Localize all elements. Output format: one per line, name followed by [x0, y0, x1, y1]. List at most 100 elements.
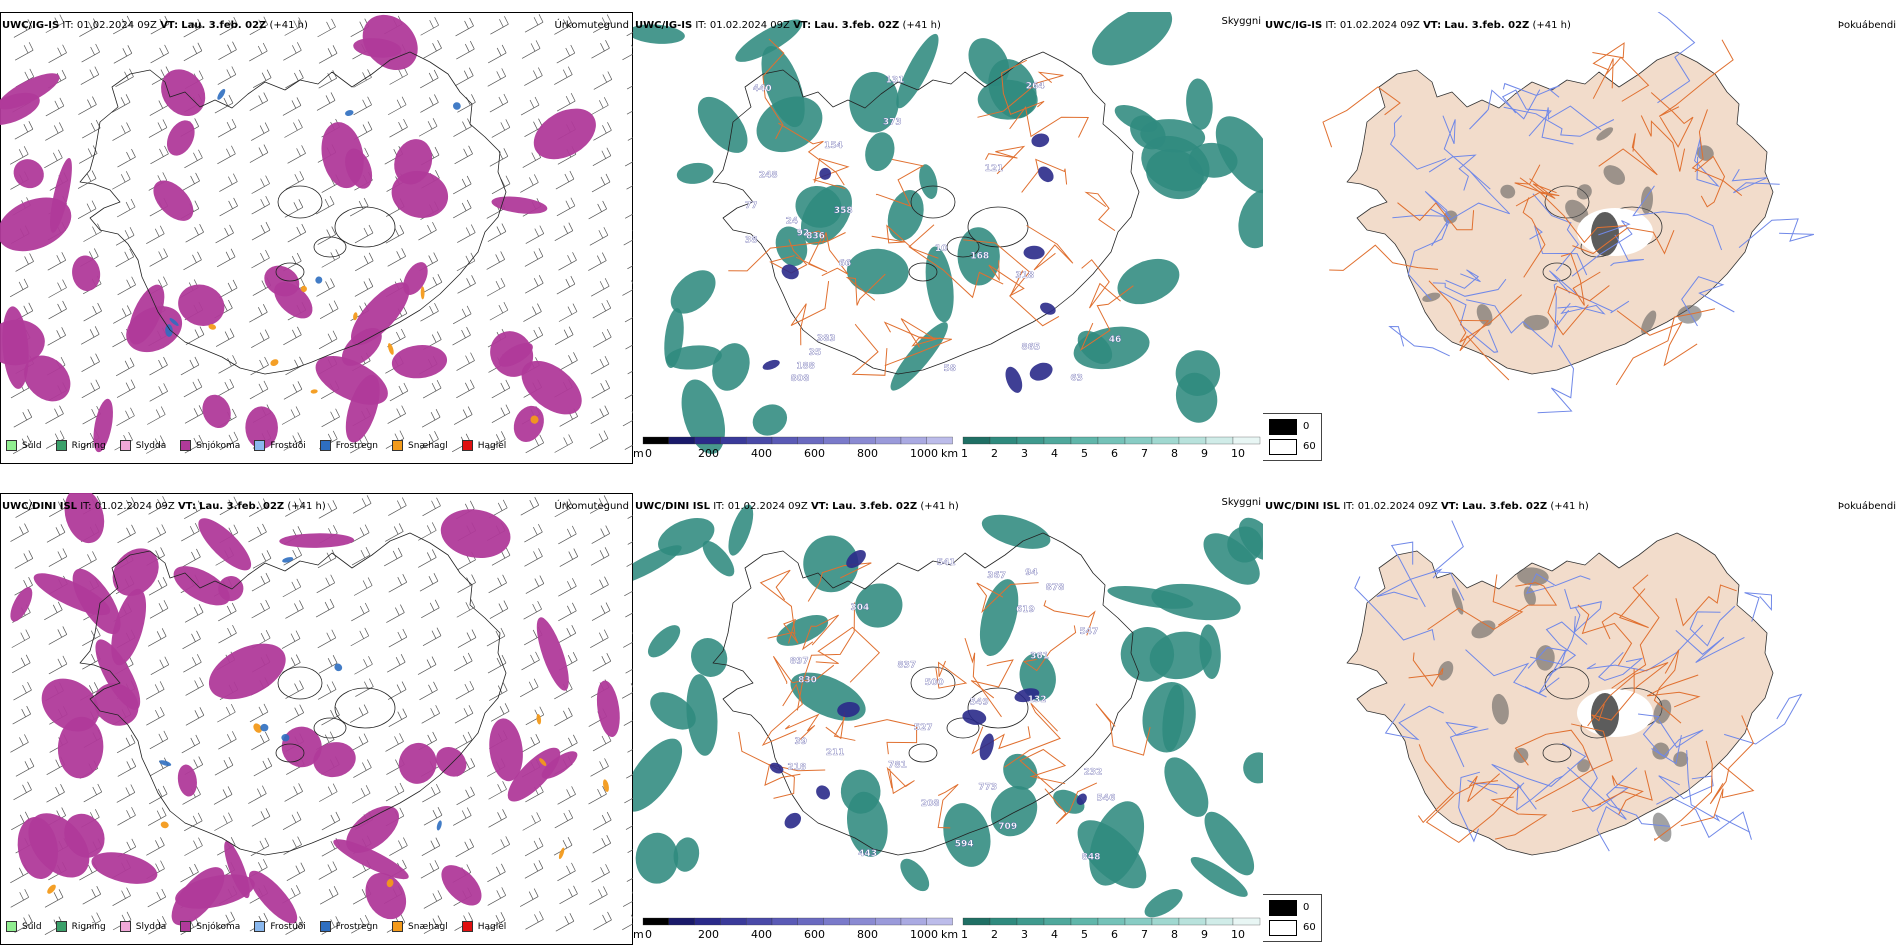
- legend-item: Haglél: [461, 440, 506, 451]
- cloud-base-label: 131: [886, 75, 905, 85]
- cloud-base-label: 218: [787, 762, 806, 772]
- visibility-areas: [633, 504, 1263, 918]
- cloud-base-label: 35: [809, 348, 822, 358]
- cloud-base-label: 208: [921, 799, 940, 809]
- precip-panel-dini: UWC/DINI ISL IT: 01.02.2024 09Z VT: Lau.…: [0, 493, 633, 945]
- fog-areas: [1422, 127, 1714, 335]
- cloud-base-label: 38: [745, 236, 758, 246]
- cloud-base-label: 77: [745, 201, 758, 211]
- cloud-base-label: 709: [998, 822, 1017, 832]
- cloud-base-label: 897: [790, 656, 809, 666]
- cloud-base-label: 527: [914, 723, 933, 733]
- fog-legend-white: [1269, 920, 1297, 936]
- cloud-base-label: 39: [795, 737, 808, 747]
- fog-legend-label: 0: [1303, 421, 1310, 432]
- colorbar-tick: 2: [991, 928, 998, 941]
- cloud-base-areas: [769, 550, 1087, 829]
- colorbar-tick: 1000: [910, 447, 938, 460]
- fog-legend: 0 60: [1263, 894, 1322, 942]
- colorbar-unit: km: [941, 928, 959, 941]
- fog-legend-label: 60: [1303, 441, 1316, 452]
- river-network: [1388, 12, 1815, 414]
- colorbar-tick: 7: [1141, 928, 1148, 941]
- colorbar-tick: 3: [1021, 928, 1028, 941]
- cloud-base-label: 24: [786, 216, 799, 226]
- colorbar-graphic: [642, 917, 1261, 926]
- colorbar: m 0 200 400 600 800 1000 km 1 2 3 4 5 6 7 8 9 10: [633, 916, 1263, 945]
- iceland-coastline: [79, 532, 507, 856]
- cloud-base-label: 63: [1070, 374, 1083, 384]
- cloud-base-labels: 35 58 358 10 248 383 318 154 66 92 131 264 24 63 77 46 3…: [745, 75, 1122, 384]
- colorbar-unit: m: [633, 447, 644, 460]
- colorbar-tick: 600: [804, 447, 825, 460]
- legend-item: Snjókoma: [180, 921, 240, 932]
- colorbar-tick: 9: [1201, 928, 1208, 941]
- cloud-base-label: 619: [1016, 605, 1035, 615]
- colorbar-unit: km: [941, 447, 959, 460]
- cloud-base-label: 121: [985, 164, 1004, 174]
- colorbar-unit: m: [633, 928, 644, 941]
- colorbar-tick: 6: [1111, 928, 1118, 941]
- cloud-base-label: 541: [937, 558, 956, 568]
- colorbar: m 0 200 400 600 800 1000 km 1 2 3 4 5 6 7 8 9 10: [633, 435, 1263, 464]
- panel-title: Þokuábendi: [1837, 20, 1896, 31]
- colorbar-graphic: [642, 436, 1261, 445]
- precip-type-legend: Súld Rigning Slydda Snjókoma Frostúði Fr…: [6, 440, 520, 451]
- cloud-base-label: 837: [897, 661, 916, 671]
- legend-item: Súld: [6, 440, 42, 451]
- legend-item: Slydda: [119, 440, 166, 451]
- cloud-base-label: 865: [1021, 343, 1040, 353]
- snowfall-areas: [10, 493, 620, 926]
- cloud-base-label: 773: [978, 782, 997, 792]
- cloud-base-label: 168: [970, 252, 989, 262]
- cloud-base-label: 154: [824, 141, 843, 151]
- panel-header: UWC/DINI ISL IT: 01.02.2024 09Z VT: Lau.…: [2, 501, 326, 512]
- cloud-base-areas: [762, 133, 1056, 393]
- cloud-base-label: 367: [987, 571, 1006, 581]
- fog-areas: [1438, 567, 1689, 842]
- legend-item: Frostúði: [254, 921, 306, 932]
- fog-legend-label: 0: [1303, 902, 1310, 913]
- colorbar-tick: 2: [991, 447, 998, 460]
- colorbar-tick: 8: [1171, 928, 1178, 941]
- fog-map-igis: [1322, 12, 1815, 414]
- colorbar-tick: 200: [698, 447, 719, 460]
- cloud-base-label: 232: [1084, 767, 1103, 777]
- cloud-base-label: 304: [850, 603, 869, 613]
- fog-legend-black: [1269, 419, 1297, 435]
- legend-item: Frostregn: [319, 440, 378, 451]
- colorbar-tick: 800: [857, 928, 878, 941]
- fog-legend-label: 60: [1303, 922, 1316, 933]
- cloud-base-label: 546: [1097, 793, 1116, 803]
- cloud-map-dini: 546 367 211 594 443 304 773 541 709 527 549 619 781 2…: [633, 504, 1263, 918]
- colorbar-tick: 200: [698, 928, 719, 941]
- panel-header: UWC/DINI ISL IT: 01.02.2024 09Z VT: Lau.…: [1265, 501, 1589, 512]
- colorbar-tick: 10: [1231, 447, 1245, 460]
- colorbar-tick: 9: [1201, 447, 1208, 460]
- cloud-base-label: 188: [796, 362, 815, 372]
- visibility-areas: [633, 12, 1263, 454]
- cloud-base-label: 318: [1015, 271, 1034, 281]
- cloud-base-label: 66: [839, 259, 852, 269]
- legend-item: Frostregn: [319, 921, 378, 932]
- cloud-base-labels: 546 367 211 594 443 304 773 541 709 527 549 619 781 2…: [787, 558, 1115, 863]
- panel-title: Skyggni: [1221, 16, 1261, 27]
- cloud-base-label: 781: [888, 760, 907, 770]
- road-network: [1322, 39, 1743, 386]
- precip-map-igis: [0, 12, 633, 464]
- colorbar-tick: 5: [1081, 447, 1088, 460]
- panel-title: Þokuábendi: [1837, 501, 1896, 512]
- colorbar-tick: 4: [1051, 928, 1058, 941]
- colorbar-tick: 1: [961, 928, 968, 941]
- precip-type-legend: Súld Rigning Slydda Snjókoma Frostúði Fr…: [6, 921, 520, 932]
- fog-legend-white: [1269, 439, 1297, 455]
- colorbar-tick: 5: [1081, 928, 1088, 941]
- panel-title: Úrkomutegund: [554, 20, 629, 31]
- cloud-base-label: 92: [797, 228, 810, 238]
- cloud-base-label: 361: [1030, 652, 1049, 662]
- cloud-base-label: 46: [1109, 335, 1122, 345]
- panel-header: UWC/IG-IS IT: 01.02.2024 09Z VT: Lau. 3.…: [635, 20, 941, 31]
- panel-header: UWC/IG-IS IT: 01.02.2024 09Z VT: Lau. 3.…: [2, 20, 308, 31]
- cloud-panel-dini: 546 367 211 594 443 304 773 541 709 527 549 619 781 2…: [633, 493, 1263, 945]
- cloud-base-label: 358: [834, 206, 853, 216]
